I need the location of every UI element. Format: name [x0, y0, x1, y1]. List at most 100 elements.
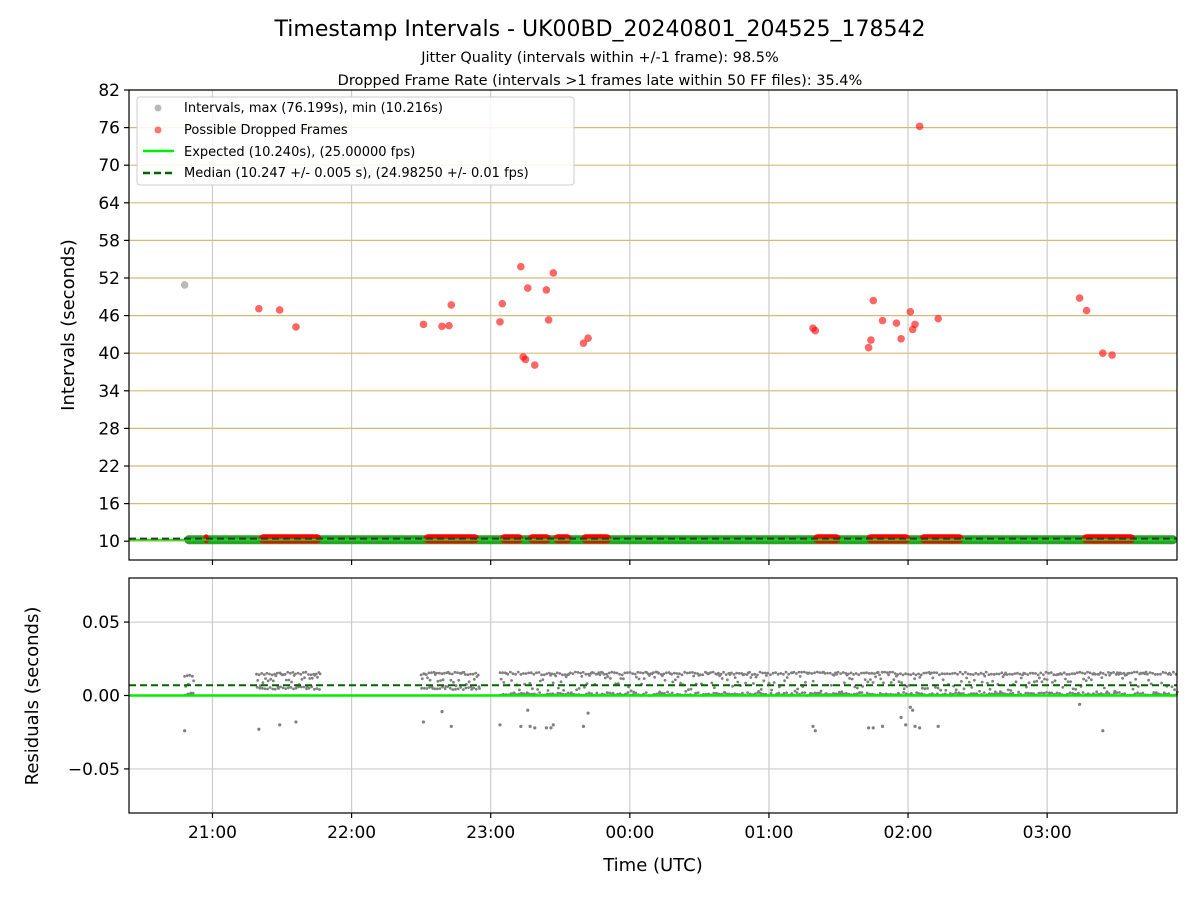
residual-outlier-point	[581, 724, 586, 728]
residual-point	[848, 677, 851, 680]
residual-point	[1156, 672, 1160, 676]
residual-point	[1105, 691, 1108, 695]
residual-point	[866, 680, 870, 684]
residual-point	[974, 671, 978, 675]
dropped-frame-point	[438, 322, 446, 331]
residual-point	[672, 671, 676, 675]
residual-point	[294, 672, 297, 676]
residual-point	[936, 686, 940, 690]
residual-point	[662, 672, 666, 676]
top-x-ticks	[211, 560, 1048, 565]
residual-point	[774, 671, 777, 674]
y-tick-label: 70	[98, 156, 120, 176]
residual-outlier-point	[421, 720, 426, 724]
residual-point	[538, 679, 542, 683]
residual-point	[958, 670, 962, 674]
residual-outlier-point	[1101, 729, 1105, 733]
residual-outlier-point	[811, 724, 815, 728]
residual-point	[438, 687, 442, 690]
dropped-frame-point	[275, 306, 284, 314]
residual-point	[784, 670, 788, 674]
residual-point	[642, 677, 646, 680]
residual-point	[857, 673, 861, 677]
residual-point	[909, 673, 913, 677]
residual-point	[1009, 689, 1013, 692]
residual-point	[746, 691, 749, 694]
residual-point	[983, 674, 987, 678]
residual-outlier-point	[911, 708, 915, 712]
residual-point	[798, 675, 802, 678]
residual-point	[797, 670, 801, 674]
residual-point	[1148, 671, 1152, 674]
residual-point	[1035, 679, 1039, 683]
residual-point	[467, 680, 471, 684]
residual-point	[1136, 685, 1140, 688]
residual-point	[420, 686, 424, 690]
residual-point	[439, 679, 442, 682]
residual-point	[741, 691, 744, 695]
residual-point	[511, 672, 515, 676]
residual-point	[559, 680, 563, 684]
residual-point	[803, 691, 807, 694]
residual-point	[286, 686, 290, 690]
residual-point	[886, 671, 889, 675]
residual-point	[722, 691, 726, 694]
residual-point	[993, 690, 997, 694]
residual-point	[854, 672, 858, 675]
residual-point	[776, 672, 780, 676]
residual-point	[279, 685, 282, 689]
residual-point	[813, 671, 816, 675]
residual-point	[1135, 670, 1139, 674]
residual-point	[676, 675, 680, 679]
residual-point	[912, 672, 915, 675]
residual-point	[991, 679, 994, 683]
residual-point	[443, 687, 447, 691]
dropped-frame-point	[521, 355, 530, 364]
residual-point	[737, 672, 741, 675]
residual-point	[979, 671, 983, 675]
residual-point	[945, 672, 949, 675]
residual-point	[818, 671, 822, 674]
residual-point	[752, 682, 755, 685]
residual-point	[440, 672, 444, 676]
y-tick-label: 0.00	[82, 687, 120, 707]
residual-point	[555, 671, 559, 675]
residual-point	[800, 670, 803, 674]
residual-point	[427, 671, 431, 675]
residual-point	[291, 671, 295, 674]
residual-point	[300, 678, 304, 681]
residual-point	[769, 691, 773, 695]
residual-point	[641, 671, 645, 675]
residual-point	[459, 686, 463, 689]
x-tick-label: 03:00	[1023, 823, 1072, 843]
residual-point	[1162, 691, 1166, 695]
residual-point	[1109, 671, 1113, 675]
residual-point	[717, 671, 720, 675]
residual-point	[437, 671, 441, 675]
residual-point	[761, 671, 764, 675]
residual-point	[1032, 680, 1036, 684]
residual-point	[896, 673, 900, 676]
y-tick-label: 16	[98, 495, 120, 515]
residual-point	[1112, 691, 1116, 695]
residual-point	[923, 687, 927, 691]
residual-point	[1000, 671, 1004, 675]
residual-point	[771, 671, 775, 675]
residual-point	[301, 671, 305, 674]
residual-point	[819, 691, 822, 695]
residual-point	[448, 686, 452, 690]
residual-point	[1065, 673, 1069, 676]
residual-point	[1061, 685, 1065, 689]
residual-outlier-point	[449, 724, 453, 728]
dropped-frame-point	[447, 301, 456, 309]
residual-point	[1036, 673, 1040, 677]
residual-point	[602, 672, 606, 676]
residual-point	[271, 687, 275, 691]
residual-point	[657, 691, 661, 695]
residual-point	[537, 671, 541, 674]
residual-point	[670, 672, 673, 676]
residual-point	[777, 691, 781, 695]
residual-point	[900, 681, 903, 685]
residual-point	[939, 688, 942, 692]
residual-point	[1083, 672, 1087, 675]
